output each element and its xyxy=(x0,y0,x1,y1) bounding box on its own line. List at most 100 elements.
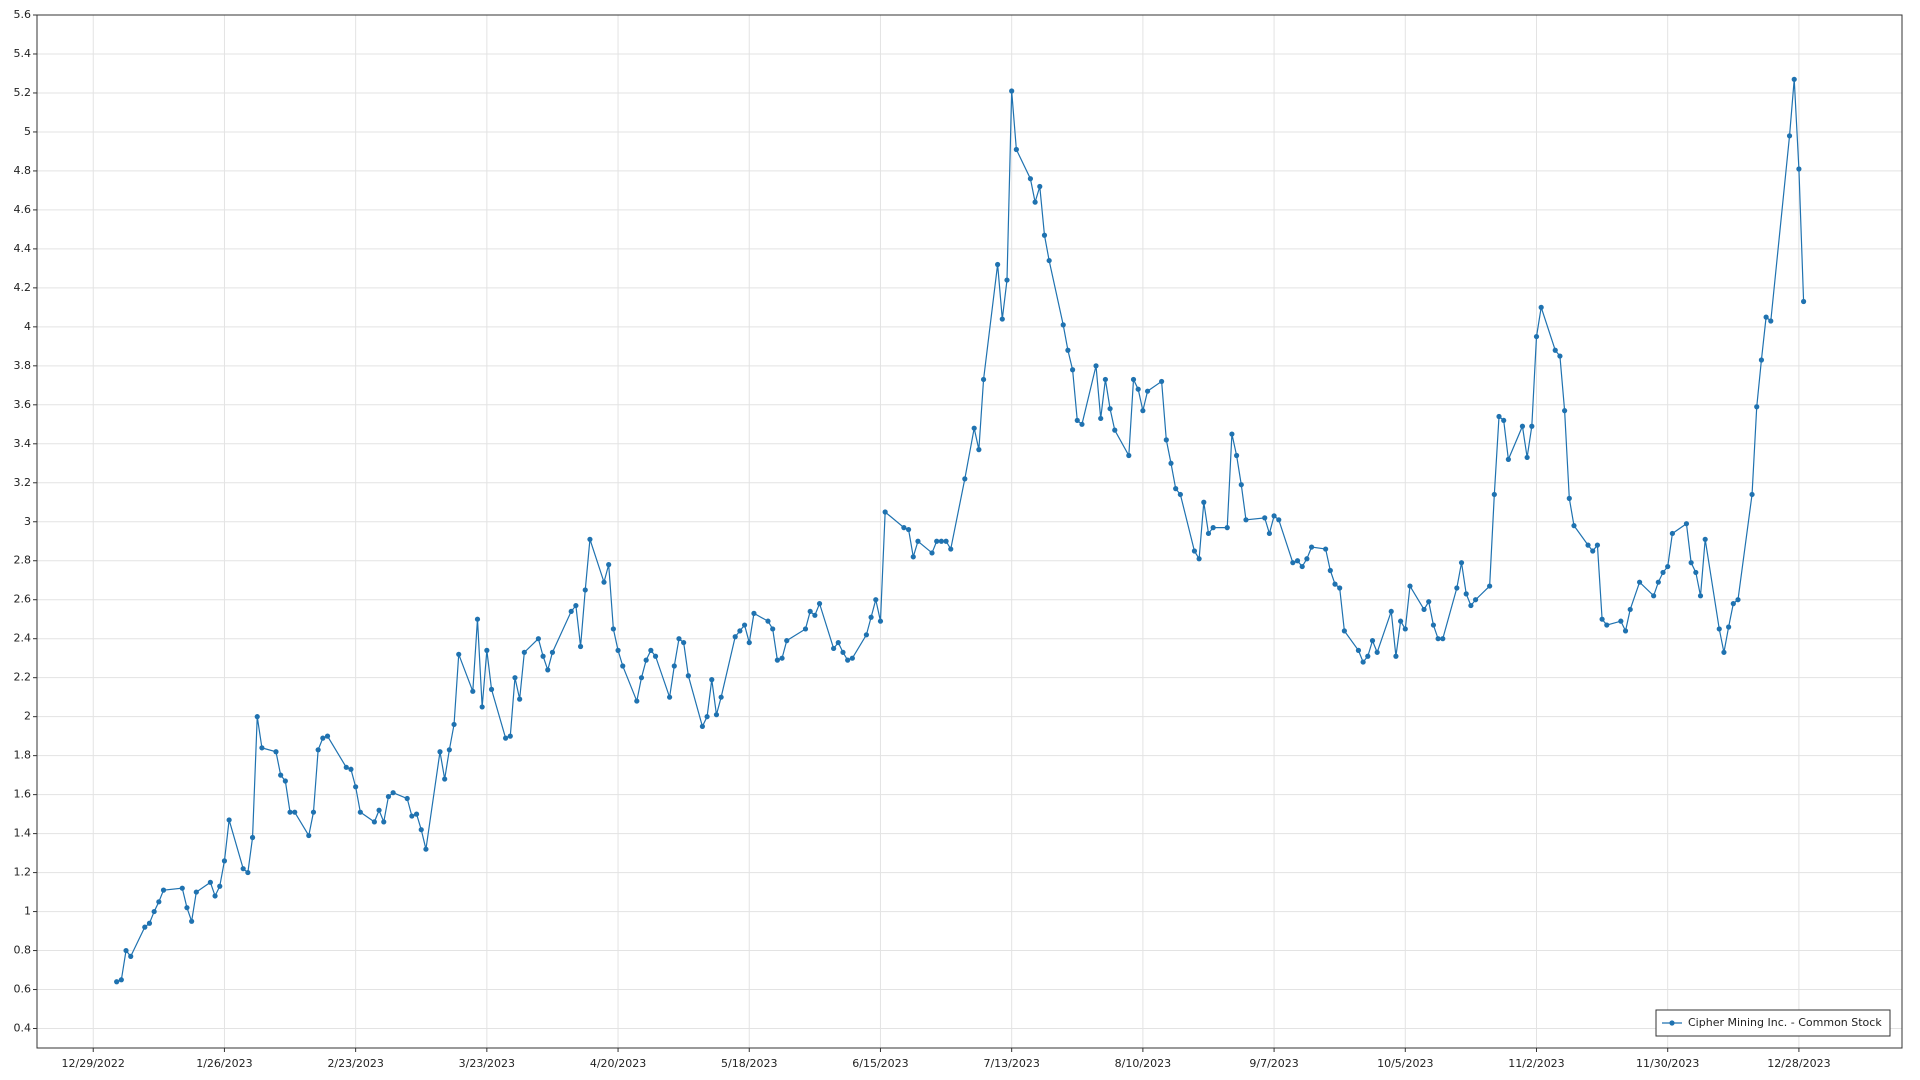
point xyxy=(713,712,720,718)
point xyxy=(816,601,823,607)
point xyxy=(741,622,748,628)
point xyxy=(1238,482,1244,488)
point xyxy=(915,538,921,544)
point xyxy=(1163,437,1169,443)
point xyxy=(306,832,312,839)
point xyxy=(128,953,134,959)
point xyxy=(840,649,846,655)
line xyxy=(116,79,1805,983)
point xyxy=(901,525,907,531)
point xyxy=(1426,599,1432,605)
point xyxy=(1262,515,1268,521)
point xyxy=(381,819,387,825)
point xyxy=(254,714,260,720)
point xyxy=(910,554,916,560)
point xyxy=(1046,257,1052,264)
y-tick-label: 4.2 xyxy=(14,281,32,294)
point xyxy=(1688,560,1694,566)
point xyxy=(151,908,157,915)
point xyxy=(1669,530,1675,537)
point xyxy=(943,538,949,544)
point xyxy=(1177,491,1183,498)
point xyxy=(905,526,912,533)
point xyxy=(1660,569,1666,576)
point xyxy=(390,790,396,796)
point xyxy=(114,979,120,985)
point xyxy=(1041,232,1048,238)
point xyxy=(849,655,855,661)
point xyxy=(1430,622,1437,628)
point xyxy=(249,834,256,841)
point xyxy=(320,735,326,741)
y-tick-label: 2 xyxy=(24,710,31,723)
point xyxy=(385,793,392,800)
y-tick-label: 5.2 xyxy=(14,86,32,99)
point xyxy=(1229,431,1235,437)
point xyxy=(282,778,288,784)
point xyxy=(784,638,790,644)
point xyxy=(240,866,246,872)
point xyxy=(512,675,518,681)
point xyxy=(1585,542,1591,548)
point xyxy=(1294,558,1301,564)
point xyxy=(1622,628,1629,634)
point xyxy=(259,745,265,751)
point xyxy=(1173,486,1179,492)
point xyxy=(643,657,649,663)
point xyxy=(484,647,490,653)
point xyxy=(1702,536,1708,542)
point xyxy=(573,602,579,609)
y-tick-label: 5.6 xyxy=(14,8,32,21)
point xyxy=(1304,556,1310,562)
point xyxy=(179,885,185,891)
point xyxy=(212,893,218,899)
point xyxy=(517,696,523,702)
y-tick-label: 3.8 xyxy=(14,359,32,372)
y-tick-label: 4.8 xyxy=(14,164,32,177)
point xyxy=(699,723,706,730)
x-tick-label: 5/18/2023 xyxy=(721,1057,777,1070)
point xyxy=(774,657,780,663)
point xyxy=(1683,521,1690,527)
point xyxy=(1102,376,1108,383)
point xyxy=(1027,176,1034,182)
point xyxy=(999,316,1005,322)
point xyxy=(1032,199,1038,205)
point xyxy=(418,827,424,833)
point xyxy=(1651,593,1657,599)
point xyxy=(1388,608,1394,615)
point xyxy=(1398,618,1404,624)
point xyxy=(1341,628,1347,634)
point xyxy=(802,626,809,632)
point xyxy=(1458,560,1465,566)
x-tick-label: 10/5/2023 xyxy=(1377,1057,1433,1070)
point xyxy=(615,647,621,653)
point xyxy=(652,653,659,659)
point xyxy=(1693,569,1699,576)
point xyxy=(292,809,298,815)
point xyxy=(160,887,167,893)
point xyxy=(1374,649,1380,655)
point xyxy=(582,587,588,593)
point xyxy=(273,749,279,755)
point xyxy=(1618,618,1624,624)
point xyxy=(1098,415,1104,422)
point xyxy=(1112,427,1118,433)
y-tick-label: 4 xyxy=(24,320,31,333)
point xyxy=(1079,421,1085,427)
point xyxy=(1266,530,1272,537)
plot-border xyxy=(36,14,1903,1049)
point xyxy=(1355,647,1362,653)
y-tick-label: 1.8 xyxy=(14,749,32,762)
point xyxy=(971,425,977,431)
point xyxy=(1435,636,1441,642)
point xyxy=(1271,513,1277,519)
legend-marker xyxy=(1669,1020,1675,1026)
y-tick-label: 1.6 xyxy=(14,788,32,801)
point xyxy=(1332,581,1338,587)
point xyxy=(976,447,982,453)
point xyxy=(535,636,541,642)
point xyxy=(1655,579,1661,585)
point xyxy=(437,749,443,755)
y-tick-label: 1 xyxy=(24,905,31,918)
